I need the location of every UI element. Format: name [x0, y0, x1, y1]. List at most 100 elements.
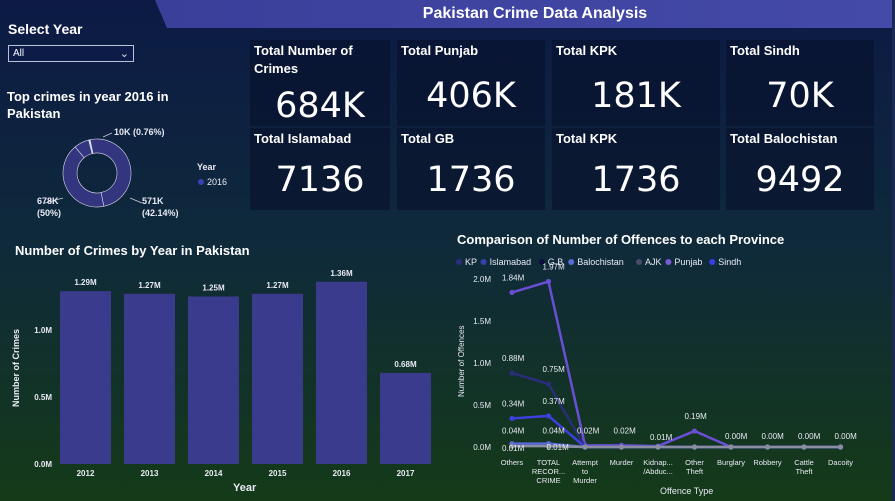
line-category-label: Dacoity [828, 458, 853, 467]
line-category-label: Robbery [753, 458, 782, 467]
kpi-value: 7136 [275, 160, 365, 200]
donut-legend-title: Year [197, 162, 217, 172]
bar-category-label: 2015 [269, 469, 287, 478]
donut-slice-other [74, 139, 93, 159]
kpi-value: 1736 [591, 160, 681, 200]
kpi-value: 181K [591, 76, 681, 116]
legend-item[interactable]: KP [465, 257, 477, 267]
bar [188, 296, 239, 464]
bar-category-label: 2016 [333, 469, 351, 478]
kpi-value: 70K [766, 76, 834, 116]
donut-label-10k: 10K (0.76%) [114, 127, 165, 137]
kpi-card-balochistan: Total Balochistan 9492 [726, 128, 874, 210]
point-label: 0.02M [577, 426, 600, 435]
kpi-label: Total Punjab [401, 43, 479, 58]
title-banner: Pakistan Crime Data Analysis [155, 0, 895, 28]
legend-marker [456, 259, 462, 265]
line-ytick: 1.5M [473, 317, 491, 326]
bar-ytick: 1.0M [34, 326, 52, 335]
bar-data-label: 1.27M [138, 281, 161, 290]
line-category-label: CRIME [536, 476, 560, 485]
page-title: Pakistan Crime Data Analysis [422, 5, 648, 22]
line-category-label: Theft [686, 467, 704, 476]
kpi-value: 9492 [755, 160, 845, 200]
kpi-label: Total Islamabad [254, 131, 352, 146]
kpi-card-total-crimes: Total Number of Crimes 684K [250, 40, 390, 126]
kpi-label: Total KPK [556, 43, 618, 58]
kpi-value: 684K [275, 86, 365, 126]
legend-item[interactable]: G.B [548, 257, 564, 267]
line-category-label: Burglary [717, 458, 745, 467]
bar [124, 293, 175, 464]
legend-item[interactable]: Sindh [718, 257, 741, 267]
kpi-card-islamabad: Total Islamabad 7136 [250, 128, 390, 210]
donut-legend-marker [198, 179, 204, 185]
data-point [618, 444, 625, 450]
legend-marker [480, 259, 487, 265]
data-point [545, 278, 552, 285]
kpi-value: 1736 [426, 160, 516, 200]
bar-ytick: 0.5M [34, 393, 52, 402]
bar-data-label: 1.29M [74, 278, 97, 287]
kpi-label: Total GB [401, 131, 455, 146]
legend-item[interactable]: Balochistan [577, 257, 624, 267]
data-point [764, 444, 771, 450]
donut-label-678k: 678K [37, 196, 59, 206]
series-line-kp [511, 371, 841, 449]
line-category-label: RECOR... [532, 467, 565, 476]
kpi-card-sindh: Total Sindh 70K [726, 40, 874, 126]
donut-label-678k-pct: (50%) [37, 208, 61, 218]
bar [252, 293, 303, 464]
data-point [545, 443, 552, 449]
line-chart: KP Islamabad G.B Balochistan AJK Punjab Sindh … [456, 257, 857, 496]
data-point [509, 289, 515, 296]
kpi-label: Total KPK [556, 131, 618, 146]
data-point [509, 415, 515, 422]
line-category-label: Other [685, 458, 704, 467]
point-label: 0.34M [502, 399, 525, 408]
bar-category-label: 2012 [77, 469, 95, 478]
point-label: 0.04M [543, 427, 566, 436]
donut-label-571k-pct: (42.14%) [142, 208, 179, 218]
bar-chart: Number of Crimes Year 0.0M 0.5M 1.0M 1.2… [11, 269, 431, 494]
line-category-label: to [582, 467, 588, 476]
series-line-islamabad [512, 444, 841, 449]
legend-item[interactable]: AJK [645, 257, 662, 267]
data-point [691, 428, 698, 434]
legend-item[interactable]: Islamabad [490, 257, 532, 267]
line-category-label: Kidnap... [643, 458, 673, 467]
point-label: 0.88M [502, 354, 525, 363]
year-dropdown[interactable]: All ⌄ [8, 45, 134, 62]
point-label: 1.84M [502, 273, 525, 282]
data-point [545, 413, 552, 419]
point-label: 0.19M [685, 412, 708, 421]
line-ytick: 2.0M [473, 275, 491, 284]
bar [60, 291, 111, 464]
point-label: 0.01M [650, 433, 673, 442]
scrollbar[interactable] [892, 0, 895, 501]
line-category-label: TOTAL [537, 458, 560, 467]
point-label: 1.97M [543, 263, 566, 272]
point-label: 0.04M [502, 427, 525, 436]
kpi-label: Total Balochistan [730, 131, 838, 146]
data-point [691, 444, 698, 450]
line-category-label: Murder [610, 458, 634, 467]
data-point [582, 444, 588, 450]
line-category-label: /Abduc... [643, 467, 673, 476]
chevron-down-icon: ⌄ [119, 48, 129, 60]
select-year-label: Select Year [8, 21, 83, 37]
bar-chart-title: Number of Crimes by Year in Pakistan [15, 243, 250, 258]
point-label: 0.00M [798, 432, 821, 441]
donut-legend-item: 2016 [207, 177, 227, 187]
data-point [728, 444, 734, 450]
legend-marker [709, 259, 716, 265]
bar-data-label: 1.36M [330, 269, 353, 278]
bar [316, 281, 367, 464]
line-category-label: Murder [573, 476, 597, 485]
donut-slice-678k [89, 138, 132, 207]
line-ytick: 1.0M [473, 359, 491, 368]
bar-xlabel: Year [233, 482, 257, 494]
line-category-label: Others [501, 458, 524, 467]
kpi-label: Total Sindh [730, 43, 800, 58]
legend-item[interactable]: Punjab [674, 257, 702, 267]
